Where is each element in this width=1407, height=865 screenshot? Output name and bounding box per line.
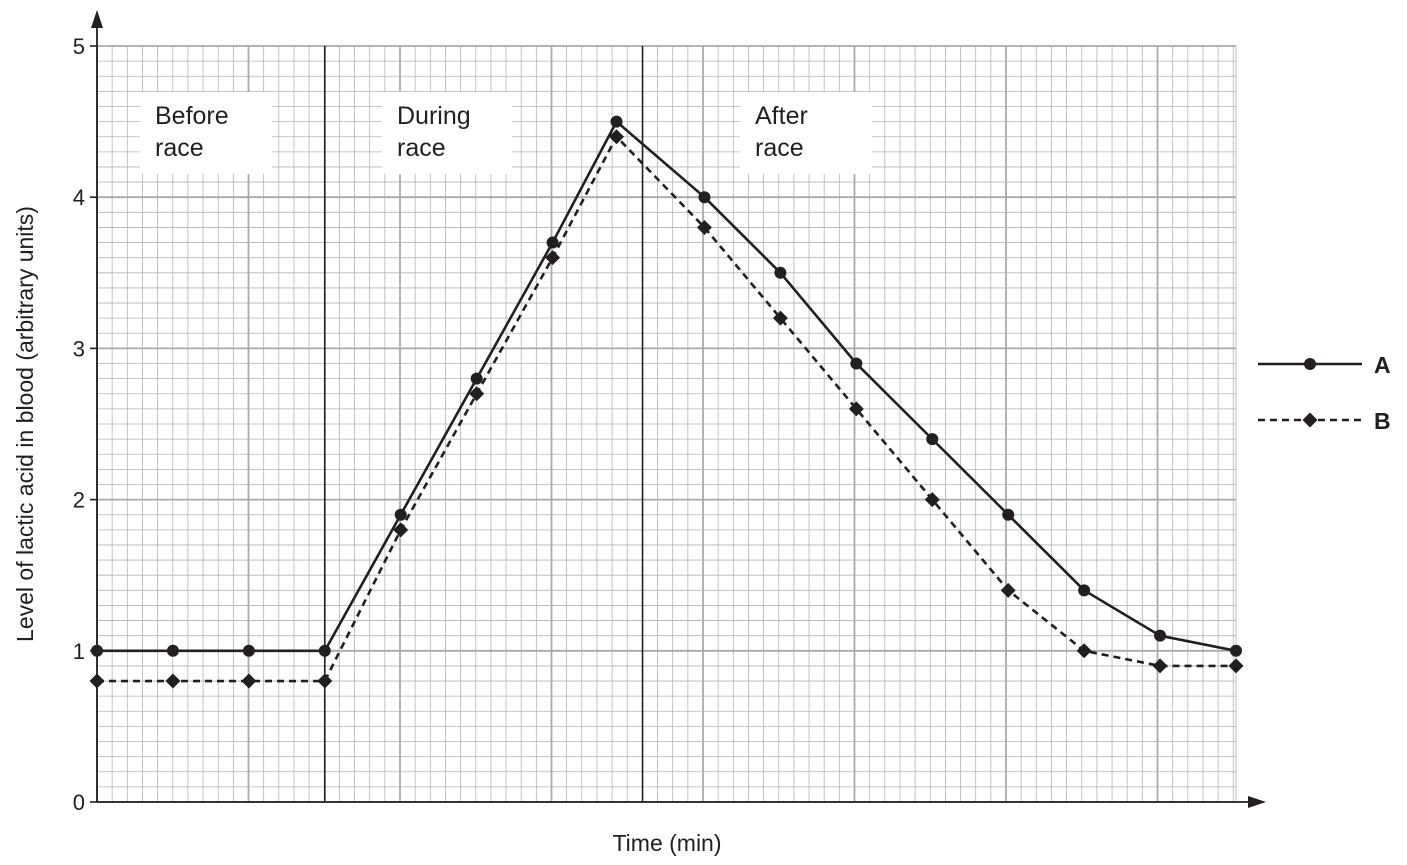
data-point-A	[1154, 629, 1167, 642]
phase-label: Before	[155, 102, 229, 130]
chart-series	[89, 115, 1244, 689]
data-point-A	[774, 266, 787, 279]
chart-grid	[96, 45, 1237, 803]
y-tick-label: 4	[73, 185, 85, 210]
data-point-A	[1078, 584, 1091, 597]
data-point-B	[772, 310, 788, 326]
y-axis-arrow-icon	[91, 10, 103, 28]
data-point-B	[469, 386, 485, 402]
data-point-A	[1230, 644, 1242, 657]
data-point-A	[850, 357, 863, 370]
data-point-B	[393, 522, 409, 538]
legend-label-A: A	[1374, 352, 1391, 378]
data-point-A	[166, 644, 179, 657]
phase-label: During	[397, 102, 471, 130]
data-point-B	[89, 673, 105, 689]
data-point-A	[242, 644, 255, 657]
y-axis-title: Level of lactic acid in blood (arbitrary…	[12, 206, 38, 642]
chart-legend: AB	[1258, 352, 1391, 434]
phase-label: race	[755, 134, 804, 162]
series-A	[91, 115, 1242, 657]
legend-marker-A	[1304, 358, 1316, 370]
phase-label: race	[155, 134, 204, 162]
series-B	[89, 129, 1244, 689]
y-tick-label: 1	[73, 639, 85, 664]
data-point-A	[394, 508, 407, 521]
x-axis-arrow-icon	[1248, 796, 1266, 808]
data-point-B	[1228, 658, 1244, 674]
data-point-B	[545, 250, 561, 266]
phase-labels: Before race During race After race	[140, 46, 872, 802]
y-tick-label: 0	[73, 790, 85, 815]
legend-label-B: B	[1374, 408, 1391, 434]
data-point-A	[91, 644, 103, 657]
axis-titles: Time (min) Level of lactic acid in blood…	[12, 206, 722, 856]
data-point-B	[241, 673, 257, 689]
series-line-A	[97, 120, 1237, 653]
legend-marker-B	[1302, 412, 1318, 428]
data-point-B	[924, 492, 940, 508]
data-point-B	[1000, 582, 1016, 598]
data-point-B	[1076, 643, 1092, 659]
chart-axes: 0 1 2 3 4 5	[73, 10, 1266, 815]
data-point-A	[610, 115, 623, 128]
data-point-A	[546, 236, 559, 249]
data-point-B	[317, 673, 333, 689]
phase-label-background	[140, 92, 272, 174]
y-tick-label: 2	[73, 488, 85, 513]
phase-label-background	[382, 92, 512, 174]
y-tick-label: 3	[73, 336, 85, 361]
data-point-A	[698, 191, 711, 204]
data-point-B	[1152, 658, 1168, 674]
data-point-B	[696, 219, 712, 235]
phase-label: After	[755, 102, 808, 130]
phase-label: race	[397, 134, 446, 162]
legend-item-A: A	[1258, 352, 1391, 378]
data-point-B	[165, 673, 181, 689]
data-point-B	[848, 401, 864, 417]
y-tick-label: 5	[73, 34, 85, 59]
data-point-A	[318, 644, 331, 657]
x-axis-title: Time (min)	[612, 830, 721, 856]
series-line-B	[97, 135, 1236, 683]
data-point-A	[926, 433, 939, 446]
phase-label-background	[740, 92, 872, 174]
data-point-A	[470, 372, 483, 385]
data-point-A	[1002, 508, 1015, 521]
legend-item-B: B	[1258, 408, 1391, 434]
data-point-B	[609, 129, 625, 145]
